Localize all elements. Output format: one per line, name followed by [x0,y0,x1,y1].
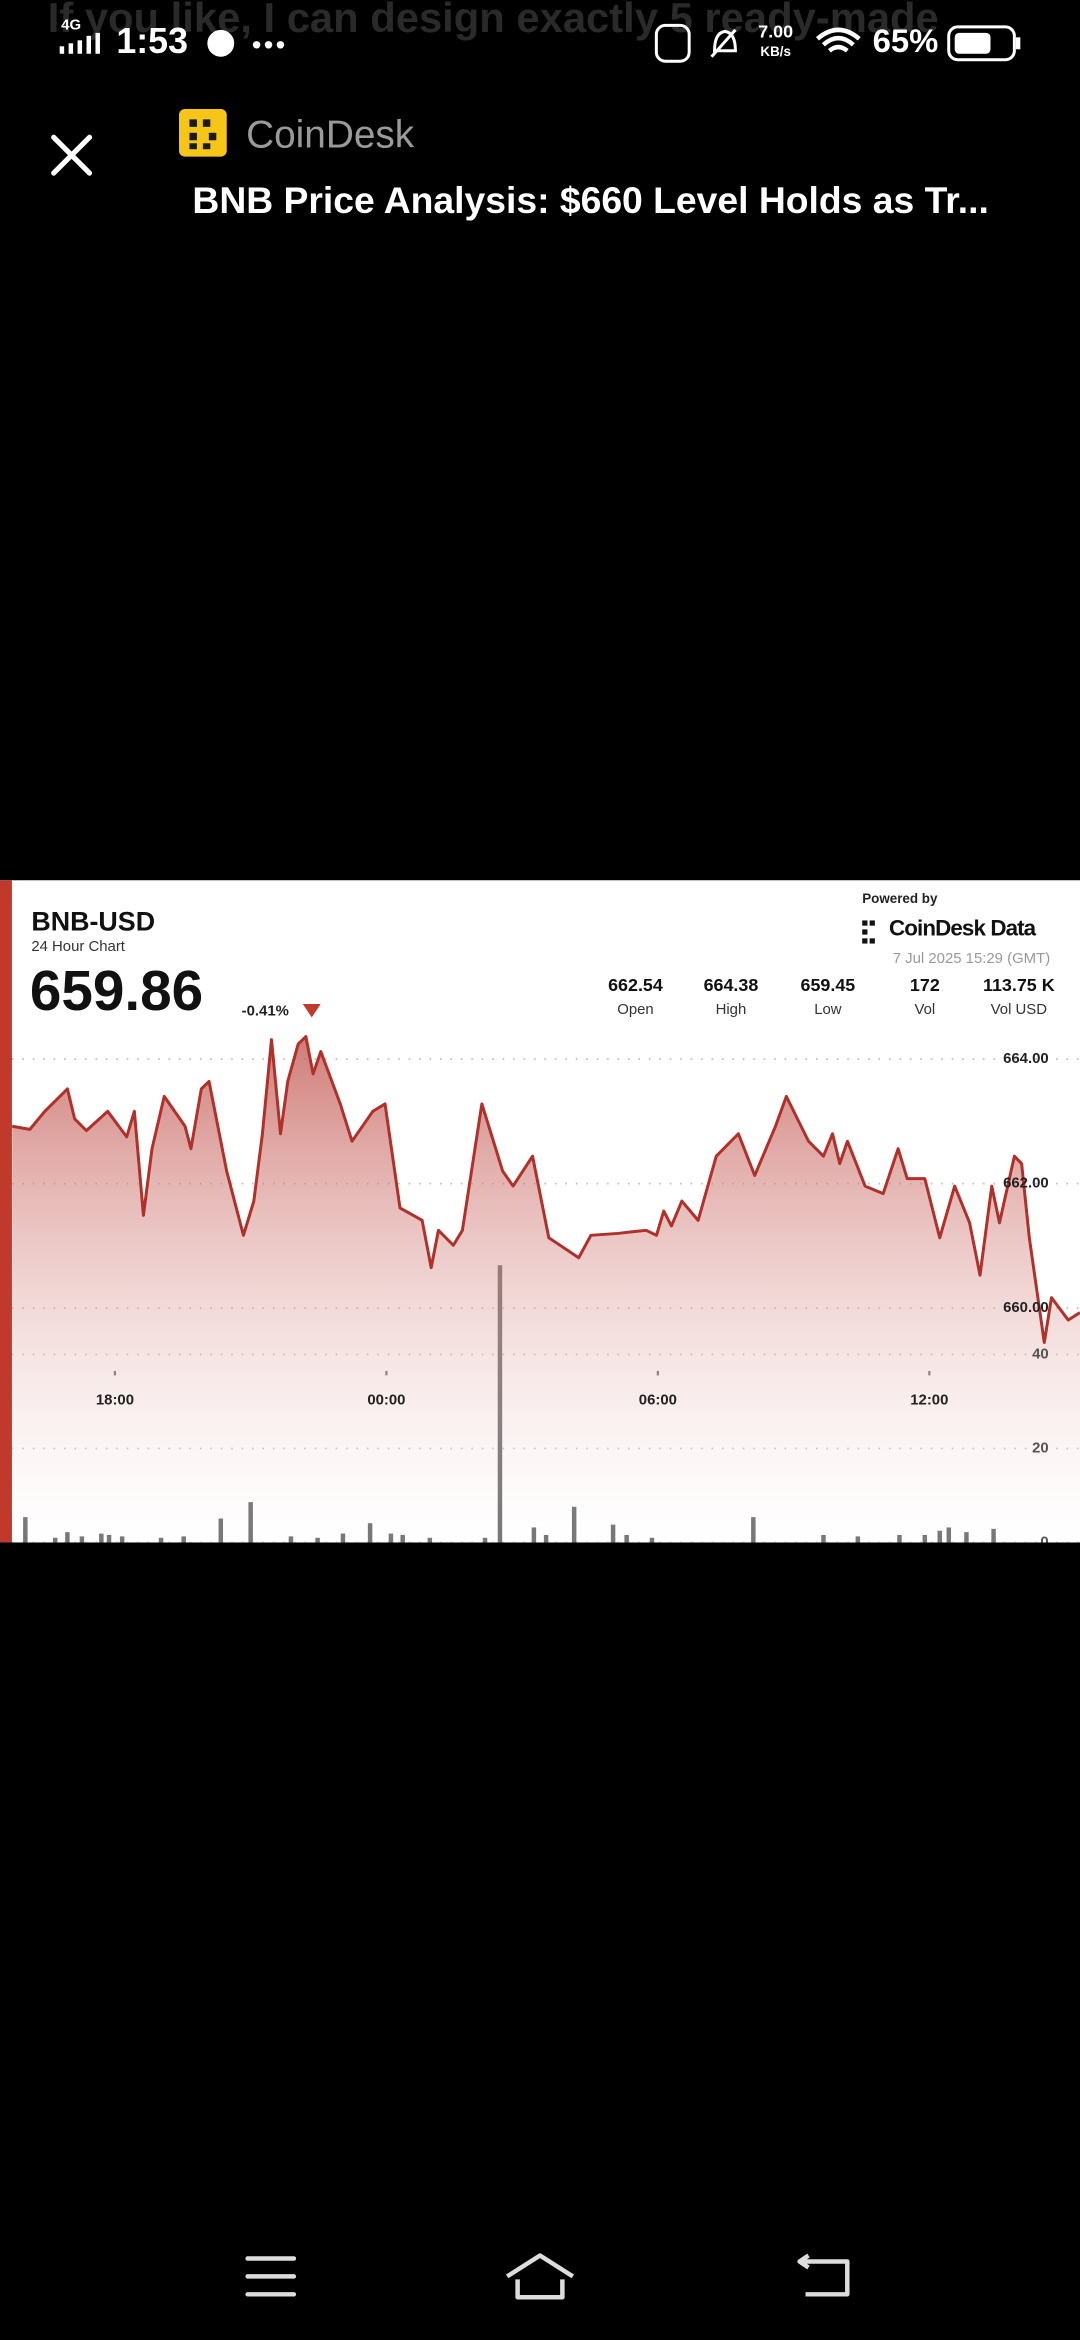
y2-tick-label: 0 [1040,1534,1048,1550]
bluetooth-icon [654,23,691,63]
x-tick-label: 18:00 [96,1393,134,1409]
logo-dot [862,938,868,944]
y2-tick-label: 40 [1032,1346,1049,1362]
brand-logo [862,920,875,944]
down-arrow [302,1003,321,1018]
mute-icon [710,28,737,58]
stat-label: Vol [914,1002,935,1018]
network-speed-unit: KB/s [760,44,791,59]
stat-label: Low [814,1002,842,1018]
article-title[interactable]: BNB Price Analysis: $660 Level Holds as … [192,179,988,221]
clock: 1:53 [116,21,188,61]
x-tick-label: 06:00 [639,1393,677,1409]
stat-value: 659.45 [801,975,856,995]
battery-icon [947,25,1021,62]
wifi-icon [816,27,861,53]
stat-value: 113.75 K [983,975,1055,995]
source-logo [179,108,227,157]
price-change: -0.41% [242,1003,289,1019]
stat-label: Open [617,1002,653,1018]
price-line [11,1035,1080,1344]
logo-dot [869,920,875,926]
y-tick-label: 662.00 [1003,1176,1049,1192]
logo-dot [862,920,868,926]
more-icon [252,41,285,49]
chart-image: 660.00 662.00 664.00 0 20 40 18:00 00:00 06:00 12… [0,880,1080,1550]
home-button[interactable] [505,2253,575,2300]
current-price: 659.86 [30,960,203,1023]
y2-tick-label: 20 [1032,1440,1049,1456]
accent-bar [0,880,12,1543]
chart-subtitle: 24 Hour Chart [31,939,125,955]
network-speed: 7.00 [758,22,793,42]
chart-title: BNB-USD [31,907,155,937]
stat-label: High [716,1002,747,1018]
stat-value: 172 [910,975,940,995]
logo-dot [862,929,868,935]
x-tick-label: 00:00 [367,1393,405,1409]
x-tick-label: 12:00 [910,1393,948,1409]
battery-percent: 65% [873,22,939,59]
y-tick-label: 660.00 [1003,1300,1049,1316]
y-tick-label: 664.00 [1003,1051,1049,1067]
background-text: If you like, I can design exactly 5 read… [48,0,939,41]
stat-value: 664.38 [704,975,759,995]
network-type: 4G [61,17,81,33]
telegram-icon [207,29,235,57]
menu-button[interactable] [245,2256,297,2297]
powered-by: Powered by [862,891,938,906]
signal-icon [59,32,100,54]
price-area [12,1036,1080,1543]
logo-dot [869,938,875,944]
close-button[interactable] [51,134,93,176]
stat-value: 662.54 [608,975,663,995]
brand-name: CoinDesk Data [889,915,1037,940]
timestamp: 7 Jul 2025 15:29 (GMT) [893,951,1050,967]
stat-label: Vol USD [991,1002,1048,1018]
source-name: CoinDesk [246,114,415,157]
back-button[interactable] [797,2253,850,2297]
